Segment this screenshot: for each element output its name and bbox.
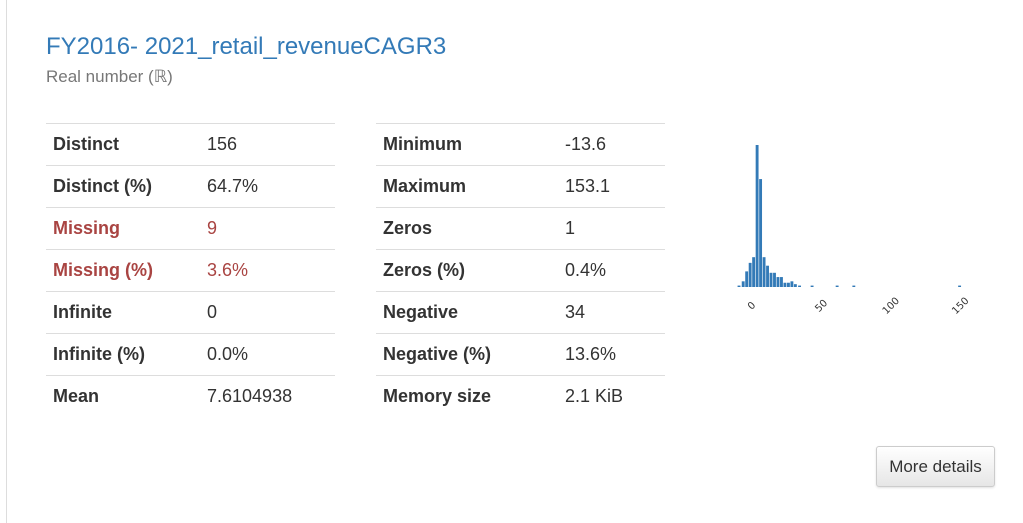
stats-right-row: Zeros 1 xyxy=(376,207,665,250)
stat-label: Infinite xyxy=(46,291,200,334)
stat-value: 9 xyxy=(200,207,335,250)
stats-left-row: Distinct (%) 64.7% xyxy=(46,165,335,208)
histogram-tick-label: 150 xyxy=(950,296,971,317)
stats-right-row: Maximum 153.1 xyxy=(376,165,665,208)
more-details-button[interactable]: More details xyxy=(876,446,995,487)
stat-value: 153.1 xyxy=(558,165,665,208)
histogram-bar xyxy=(793,284,797,287)
stat-label: Negative (%) xyxy=(376,333,558,376)
histogram-bar xyxy=(741,281,745,287)
stat-value: 0 xyxy=(200,291,335,334)
stat-value: 3.6% xyxy=(200,249,335,292)
stat-value: 0.0% xyxy=(200,333,335,376)
stat-value: 0.4% xyxy=(558,249,665,292)
stat-label: Distinct (%) xyxy=(46,165,200,208)
histogram-bar xyxy=(786,282,790,287)
histogram-tick-label: 0 xyxy=(746,300,758,312)
stat-label: Maximum xyxy=(376,165,558,208)
histogram-bar xyxy=(773,272,776,287)
variable-title: FY2016- 2021_retail_revenueCAGR3 xyxy=(46,33,447,60)
stat-label: Mean xyxy=(46,375,200,417)
stat-label: Negative xyxy=(376,291,558,334)
stat-value: 7.6104938 xyxy=(200,375,335,417)
histogram-bar xyxy=(835,285,839,287)
stat-label: Minimum xyxy=(376,123,558,166)
histogram-bar xyxy=(810,285,814,287)
stats-left-row: Missing (%) 3.6% xyxy=(46,249,335,292)
histogram-bar xyxy=(776,277,780,287)
histogram-bar xyxy=(798,285,801,287)
stats-table-right: Minimum -13.6 Maximum 153.1 Zeros 1 Zeros (%) 0… xyxy=(376,123,665,417)
stats-right-row: Minimum -13.6 xyxy=(376,123,665,166)
histogram-bar xyxy=(759,179,763,287)
stats-left-row: Mean 7.6104938 xyxy=(46,375,335,417)
stat-label: Missing (%) xyxy=(46,249,200,292)
stat-value: 1 xyxy=(558,207,665,250)
stat-label: Zeros (%) xyxy=(376,249,558,292)
histogram-bar xyxy=(748,262,752,287)
stat-value: 2.1 KiB xyxy=(558,375,665,417)
stat-label: Missing xyxy=(46,207,200,250)
histogram-bar xyxy=(755,145,759,287)
stats-left-row: Infinite 0 xyxy=(46,291,335,334)
variable-panel xyxy=(6,0,1023,523)
histogram-bar xyxy=(766,265,769,287)
histogram-tick-label: 50 xyxy=(813,298,830,315)
stat-label: Memory size xyxy=(376,375,558,417)
histogram-bar xyxy=(745,271,749,287)
histogram-bar xyxy=(958,285,962,287)
stat-label: Infinite (%) xyxy=(46,333,200,376)
stat-label: Zeros xyxy=(376,207,558,250)
stat-value: 34 xyxy=(558,291,665,334)
stat-value: 64.7% xyxy=(200,165,335,208)
stats-right-row: Negative (%) 13.6% xyxy=(376,333,665,376)
histogram-bar xyxy=(752,257,756,287)
stats-right-row: Zeros (%) 0.4% xyxy=(376,249,665,292)
histogram-bar xyxy=(737,285,741,287)
histogram-tick-label: 100 xyxy=(881,296,902,317)
histogram-chart: 0 50 100 150 xyxy=(737,145,972,317)
histogram-bar xyxy=(852,285,856,287)
stats-left-row: Distinct 156 xyxy=(46,123,335,166)
histogram-bar xyxy=(780,277,783,287)
variable-type-label: Real number (ℝ) xyxy=(46,67,173,86)
stats-right-row: Negative 34 xyxy=(376,291,665,334)
histogram-bar xyxy=(762,257,766,287)
histogram-bar xyxy=(783,282,787,287)
stats-right-row: Memory size 2.1 KiB xyxy=(376,375,665,417)
stats-left-row: Infinite (%) 0.0% xyxy=(46,333,335,376)
stat-value: -13.6 xyxy=(558,123,665,166)
histogram-bar xyxy=(790,281,794,287)
stats-left-row: Missing 9 xyxy=(46,207,335,250)
histogram-bar xyxy=(769,272,773,287)
stats-table-left: Distinct 156 Distinct (%) 64.7% Missing 9 Miss… xyxy=(46,123,335,417)
stat-label: Distinct xyxy=(46,123,200,166)
stat-value: 156 xyxy=(200,123,335,166)
stat-value: 13.6% xyxy=(558,333,665,376)
